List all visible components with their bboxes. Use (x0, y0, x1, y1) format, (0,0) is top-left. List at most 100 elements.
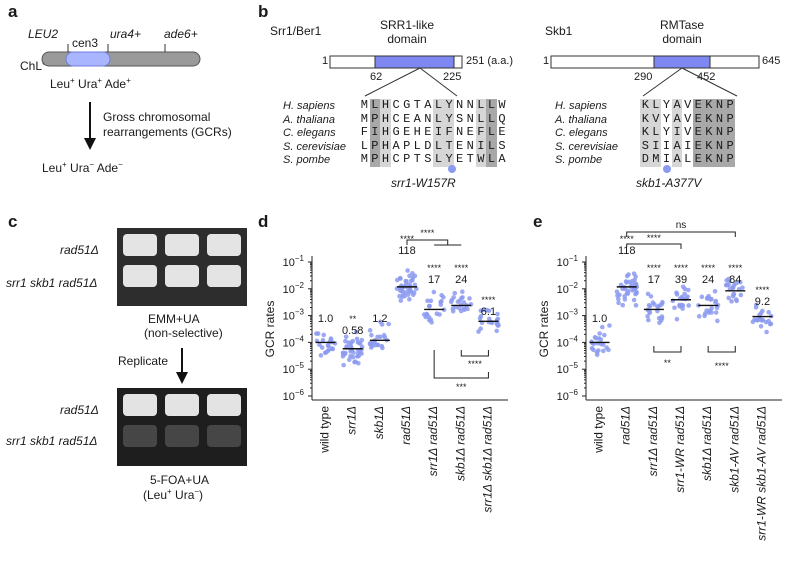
srr1-domain-start: 62 (370, 71, 383, 83)
residue: E (692, 111, 704, 126)
x-category-label: srr1Δ (345, 406, 359, 435)
data-point (598, 337, 604, 342)
data-point (753, 305, 759, 310)
residue: A (424, 98, 432, 112)
plate-top-colony (123, 234, 157, 256)
data-point (451, 295, 457, 300)
marker-leu2: LEU2 (28, 27, 59, 41)
data-point (650, 300, 656, 305)
data-point (478, 326, 483, 331)
median-value-label: 118 (618, 245, 636, 257)
residue: G (392, 125, 400, 139)
residue: L (433, 98, 444, 113)
data-point (441, 307, 447, 313)
data-point (495, 316, 501, 322)
plate-top-row-2: srr1 skb1 rad51Δ (6, 276, 98, 290)
data-point (400, 294, 405, 299)
mutation-label-skb1: skb1-A377V (636, 176, 702, 190)
residue: A (671, 138, 683, 153)
protein-name-skb1: Skb1 (545, 24, 573, 38)
residue: I (369, 125, 381, 140)
residue: N (466, 138, 474, 153)
residue: G (403, 98, 411, 112)
residue: L (475, 111, 487, 126)
residue: Y (443, 111, 455, 126)
data-point (713, 298, 719, 304)
plate-top-colony (207, 265, 241, 287)
data-point (377, 334, 383, 340)
skb1-domain-start: 290 (634, 71, 653, 83)
data-point (425, 298, 430, 304)
residue: N (714, 152, 725, 167)
y-tick-label: 10−1 (557, 254, 579, 269)
data-point (343, 334, 349, 340)
x-category-label: skb1Δ (372, 406, 386, 439)
data-point (452, 290, 458, 296)
y-tick-label: 10−3 (557, 308, 579, 323)
mutation-label-srr1: srr1-W157R (391, 176, 456, 190)
residue: L (433, 138, 444, 153)
data-point (604, 345, 609, 350)
residue: L (369, 98, 381, 113)
residue: H (380, 138, 391, 153)
median-value-label: 1.0 (318, 313, 333, 325)
data-point (713, 310, 719, 315)
data-point (460, 289, 465, 295)
ggcr-arrow-head (84, 138, 96, 150)
data-point (734, 298, 739, 304)
x-category-label: srr1-WR rad51Δ (673, 406, 687, 493)
residue: I (662, 152, 671, 166)
x-category-label: rad51Δ (619, 406, 633, 445)
plate-top-colony (165, 265, 199, 287)
skb1-mutation-dot (663, 165, 671, 173)
plate-top-colony (207, 234, 241, 256)
residue: D (640, 152, 651, 167)
significance-stars: **** (701, 263, 716, 273)
domain-label-srr1: SRR1-like domain (379, 18, 434, 46)
residue: Y (662, 111, 671, 126)
data-point (494, 328, 500, 334)
data-point (379, 343, 385, 349)
y-axis-label: GCR rates (263, 301, 277, 358)
x-category-label: skb1Δ rad51Δ (700, 406, 714, 481)
bottom-caption-2: (Leu+ Ura−) (143, 487, 204, 502)
median-value-label: 24 (702, 274, 714, 286)
y-tick-label: 10−2 (283, 281, 305, 296)
data-point (634, 290, 639, 296)
x-category-label: wild type (318, 406, 332, 454)
y-tick-label: 10−6 (557, 388, 579, 403)
panel-label-d: d (258, 212, 269, 231)
data-point (596, 348, 601, 353)
data-point (730, 285, 736, 291)
data-point (356, 360, 361, 366)
data-point (437, 312, 442, 317)
data-point (645, 291, 651, 297)
data-point (320, 337, 326, 343)
residue: S (498, 138, 506, 153)
data-point (350, 354, 356, 360)
residue: Y (662, 98, 671, 112)
data-point (405, 268, 410, 273)
data-point (448, 299, 454, 305)
data-point (348, 340, 354, 345)
residue: S (424, 152, 432, 166)
panel-label-a: a (8, 2, 18, 21)
significance-stars: **** (647, 263, 662, 273)
data-point (766, 309, 771, 315)
median-value-label: 1.0 (592, 313, 607, 325)
residue: N (466, 98, 474, 112)
residue: K (703, 152, 715, 167)
residue: L (486, 138, 497, 153)
residue: A (671, 111, 683, 126)
data-point (410, 271, 415, 276)
data-point (595, 340, 601, 346)
y-tick-label: 10−3 (283, 308, 305, 323)
data-point (686, 303, 692, 308)
data-point (495, 311, 500, 317)
y-tick-label: 10−4 (557, 334, 579, 349)
